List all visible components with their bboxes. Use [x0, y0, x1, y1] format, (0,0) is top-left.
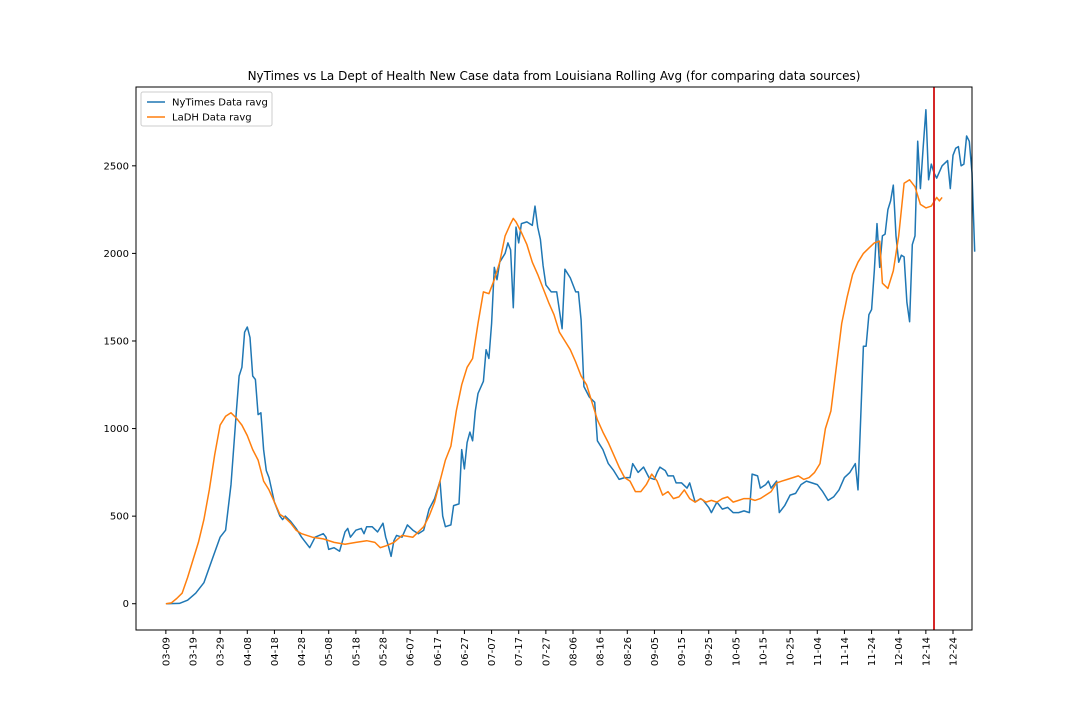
series-line-2	[165, 179, 943, 605]
x-tick-label: 09-15	[677, 637, 688, 666]
series-line-1	[165, 109, 976, 605]
y-tick-label: 500	[110, 512, 129, 523]
x-tick-label: 07-27	[541, 637, 552, 666]
x-tick-label: 04-18	[270, 637, 281, 666]
x-tick-label: 12-04	[894, 637, 905, 666]
chart-title: NyTimes vs La Dept of Health New Case da…	[248, 69, 861, 83]
x-tick-label: 06-07	[406, 637, 417, 666]
x-tick-label: 11-24	[867, 637, 878, 666]
x-tick-label: 12-14	[921, 637, 932, 666]
x-tick-label: 09-05	[650, 637, 661, 666]
x-tick-label: 07-17	[514, 637, 525, 666]
x-tick-label: 07-07	[487, 637, 498, 666]
x-tick-label: 04-28	[297, 637, 308, 666]
x-tick-label: 12-24	[949, 637, 960, 666]
x-tick-label: 11-14	[840, 637, 851, 666]
y-tick-label: 2000	[104, 249, 129, 260]
x-tick-label: 10-05	[731, 637, 742, 666]
x-tick-label: 03-19	[189, 637, 200, 666]
y-tick-label: 1000	[104, 424, 129, 435]
x-tick-label: 08-16	[596, 637, 607, 666]
x-tick-label: 10-15	[759, 637, 770, 666]
legend-label-2: LaDH Data ravg	[172, 113, 252, 124]
x-tick-label: 05-08	[324, 637, 335, 666]
x-tick-label: 06-27	[460, 637, 471, 666]
legend-label-1: NyTimes Data ravg	[172, 98, 268, 109]
x-tick-label: 05-18	[351, 637, 362, 666]
x-tick-label: 09-25	[704, 637, 715, 666]
x-tick-label: 04-08	[243, 637, 254, 666]
y-tick-label: 2500	[104, 161, 129, 172]
plot-frame	[135, 86, 973, 631]
x-tick-label: 06-17	[433, 637, 444, 666]
x-tick-label: 08-26	[623, 637, 634, 666]
x-tick-label: 08-06	[569, 637, 580, 666]
x-tick-label: 03-29	[216, 637, 227, 666]
x-tick-label: 05-28	[379, 637, 390, 666]
x-tick-label: 03-09	[161, 637, 172, 666]
x-tick-label: 10-25	[786, 637, 797, 666]
legend-box	[140, 91, 273, 127]
y-tick-label: 0	[123, 599, 129, 610]
x-tick-label: 11-04	[813, 637, 824, 666]
y-tick-label: 1500	[104, 336, 129, 347]
